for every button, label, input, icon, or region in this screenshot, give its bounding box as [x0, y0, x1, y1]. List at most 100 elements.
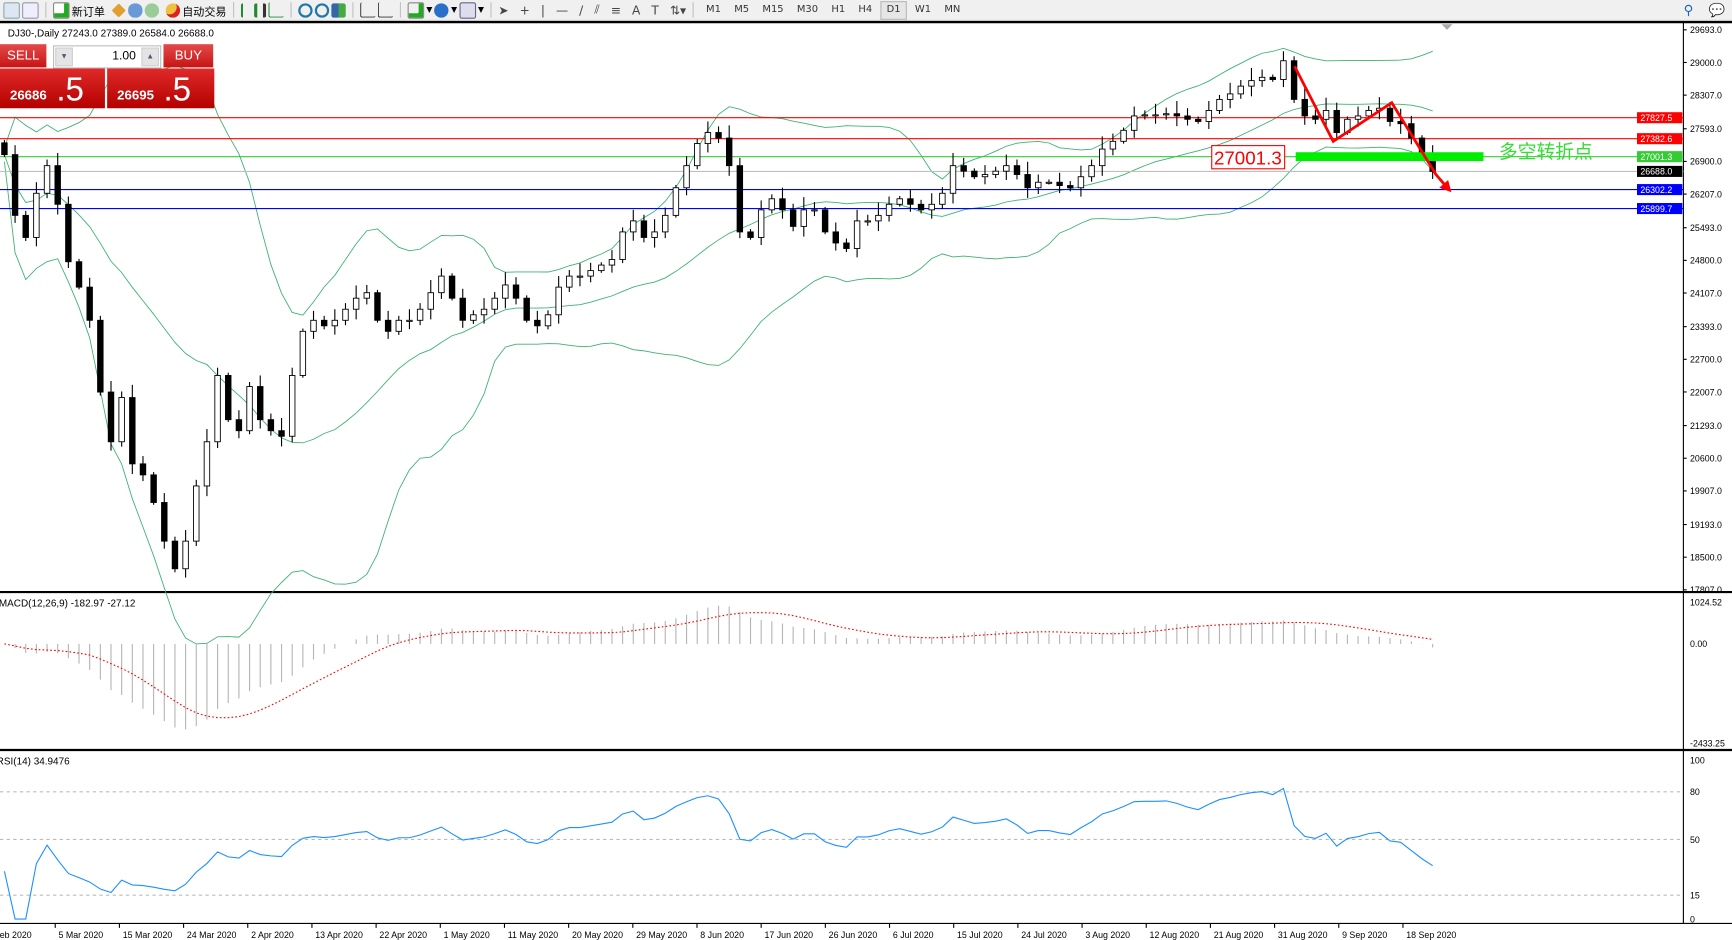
- candle-body: [203, 441, 211, 487]
- candle-body: [374, 292, 381, 321]
- lot-decrease-icon[interactable]: ▼: [55, 47, 73, 67]
- fibonacci-channel-icon[interactable]: ⫽: [594, 2, 600, 17]
- sell-button[interactable]: SELL: [0, 44, 47, 68]
- candle-body: [502, 284, 509, 299]
- candle-body: [672, 187, 680, 216]
- timeframe-m5[interactable]: M5: [734, 3, 750, 15]
- macd-axis-label: 1024.52: [1690, 597, 1722, 607]
- price-tick-label: 28307.0: [1690, 90, 1722, 100]
- chart-shift-icon[interactable]: [377, 2, 394, 18]
- chart-icon[interactable]: [3, 1, 20, 19]
- zoom-out-icon[interactable]: [314, 2, 330, 18]
- candle-body: [43, 165, 51, 194]
- candle-body: [768, 198, 776, 211]
- cursor-icon[interactable]: ➤: [498, 2, 509, 18]
- sell-price-pips: .5: [56, 71, 84, 109]
- add-indicator-icon[interactable]: [407, 1, 425, 19]
- crosshair-icon[interactable]: +: [519, 2, 530, 18]
- arrows-icon[interactable]: ⇅▾: [669, 2, 687, 18]
- tile-windows-icon[interactable]: [331, 2, 346, 18]
- periods-clock-icon[interactable]: [434, 2, 449, 18]
- candle-body: [193, 485, 200, 542]
- candle-body: [267, 419, 275, 432]
- scroll-icons: [357, 1, 397, 19]
- text-icon[interactable]: A: [632, 2, 641, 18]
- rsi-line: [3, 787, 1433, 920]
- price-tick-label: 24800.0: [1690, 256, 1722, 266]
- price-level-tag-label: 27001.3: [1640, 152, 1672, 162]
- trendline-icon[interactable]: /: [579, 2, 584, 18]
- date-label: 5 Mar 2020: [59, 930, 104, 940]
- search-icon[interactable]: ⚲: [1683, 2, 1694, 18]
- candle-body: [1280, 60, 1287, 80]
- candle-body: [491, 297, 498, 310]
- timeframe-h4[interactable]: H4: [858, 3, 873, 15]
- auto-scroll-icon[interactable]: [360, 2, 376, 18]
- timeframe-mn[interactable]: MN: [944, 3, 961, 15]
- dropdown-arrow-icon[interactable]: ▼: [426, 5, 433, 15]
- timeframe-m30[interactable]: M30: [796, 3, 819, 15]
- sell-price[interactable]: 26686 .5: [0, 68, 105, 109]
- candle-body: [257, 386, 264, 421]
- toolbar-mid-icons: [108, 1, 162, 19]
- candle-body: [416, 308, 424, 321]
- date-label: 15 Mar 2020: [123, 930, 173, 940]
- new-order-button[interactable]: 新订单: [50, 1, 109, 19]
- candle-body: [736, 165, 744, 233]
- candle-body: [683, 165, 690, 189]
- timeframe-w1[interactable]: W1: [914, 3, 932, 15]
- buy-price[interactable]: 26695 .5: [107, 68, 215, 109]
- candle-body: [1120, 129, 1127, 142]
- zoom-in-icon[interactable]: [298, 2, 313, 18]
- candle-body: [821, 209, 829, 233]
- chat-icon[interactable]: 💬: [1708, 2, 1726, 18]
- templates-icon[interactable]: [459, 1, 476, 19]
- candle-body: [1301, 98, 1308, 117]
- price-tick-label: 18500.0: [1690, 553, 1722, 563]
- dropdown-arrow-icon[interactable]: ▼: [478, 5, 485, 15]
- candle-body: [1109, 140, 1117, 150]
- lot-value: 1.00: [112, 49, 136, 63]
- candle-body: [438, 275, 445, 294]
- sell-price-main: 26686: [9, 87, 47, 103]
- candle-body: [534, 319, 541, 327]
- candle-body: [352, 297, 360, 310]
- candle-body: [235, 419, 243, 432]
- terminal-icon[interactable]: [128, 2, 143, 18]
- zoom-window-icon[interactable]: [22, 1, 39, 19]
- macd-axis-label: 0.00: [1690, 639, 1707, 649]
- price-tick-label: 24107.0: [1690, 288, 1722, 298]
- candlestick-icon[interactable]: [254, 2, 267, 18]
- candle-body: [22, 214, 29, 238]
- fibonacci-retracement-icon[interactable]: ≡: [610, 2, 621, 18]
- auto-trade-button[interactable]: 自动交易: [162, 1, 229, 19]
- zoom-icons: [295, 1, 349, 19]
- candle-body: [843, 242, 850, 249]
- lot-size-input[interactable]: ▼ 1.00 ▲: [53, 45, 162, 69]
- signals-icon[interactable]: [144, 2, 160, 18]
- dropdown-arrow-icon[interactable]: ▼: [451, 5, 458, 15]
- bar-chart-icon[interactable]: [240, 2, 252, 18]
- timeframe-h1[interactable]: H1: [831, 3, 846, 15]
- candle-body: [33, 192, 40, 238]
- date-label: 29 May 2020: [636, 930, 687, 940]
- candle-body: [694, 143, 701, 167]
- timeframe-d1[interactable]: D1: [879, 0, 908, 20]
- line-chart-icon[interactable]: [268, 2, 284, 18]
- vertical-line-icon[interactable]: |: [540, 2, 545, 18]
- lot-increase-icon[interactable]: ▲: [141, 47, 160, 67]
- candle-body: [1248, 80, 1255, 87]
- text-label-icon[interactable]: T: [651, 2, 659, 18]
- candle-body: [704, 132, 712, 145]
- level-label-box: [1211, 145, 1286, 170]
- candle-body: [1386, 107, 1394, 122]
- timeframe-m15[interactable]: M15: [762, 3, 784, 15]
- price-tick-label: 29693.0: [1690, 25, 1722, 35]
- rsi-axis-label: 80: [1690, 787, 1700, 797]
- date-label: 8 Jun 2020: [700, 930, 744, 940]
- horizontal-line-icon[interactable]: —: [555, 2, 569, 18]
- timeframe-m1[interactable]: M1: [706, 3, 721, 15]
- chart-type-icons: [237, 1, 287, 19]
- buy-button[interactable]: BUY: [163, 44, 214, 68]
